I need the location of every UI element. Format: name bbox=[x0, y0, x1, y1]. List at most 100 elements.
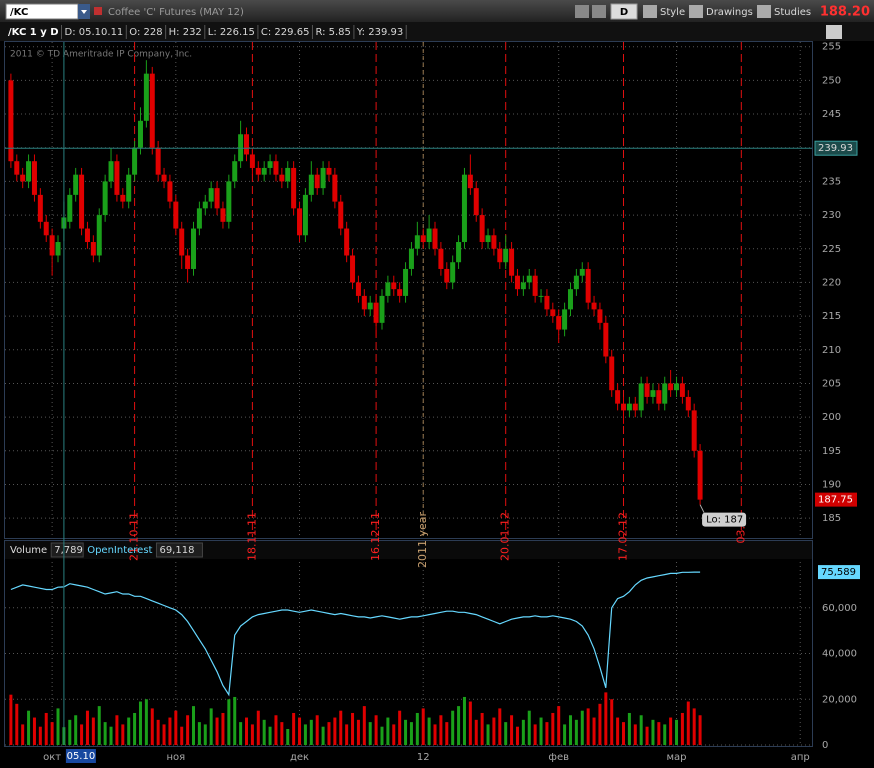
candle-body bbox=[526, 275, 532, 283]
aggregation-button[interactable] bbox=[610, 3, 638, 20]
candle-body bbox=[155, 147, 161, 175]
volume-bar bbox=[545, 722, 549, 745]
studies-button[interactable]: Studies bbox=[774, 7, 811, 18]
candle-body bbox=[567, 289, 573, 310]
y-tick-label: 195 bbox=[822, 446, 841, 457]
volume-bar bbox=[38, 726, 42, 745]
volume-bar bbox=[180, 726, 184, 745]
volume-bar bbox=[551, 712, 555, 745]
y-tick-label: 190 bbox=[822, 479, 841, 490]
candle-body bbox=[31, 161, 37, 195]
volume-bar bbox=[380, 726, 384, 745]
candle-body bbox=[403, 268, 409, 296]
volume-bar bbox=[68, 719, 72, 745]
info-field: R: 5.85 bbox=[315, 27, 350, 38]
candle-body bbox=[167, 181, 173, 202]
candle-body bbox=[679, 383, 685, 397]
info-field: L: 226.15 bbox=[208, 27, 255, 38]
y-tick-label: 225 bbox=[822, 244, 841, 255]
candle-body bbox=[497, 248, 503, 263]
candle-body bbox=[49, 235, 55, 256]
volume-bar bbox=[604, 692, 608, 745]
volume-bar bbox=[698, 715, 702, 745]
volume-bar bbox=[686, 701, 690, 745]
volume-bar bbox=[563, 724, 567, 745]
settings-icon[interactable] bbox=[826, 25, 842, 39]
candle-body bbox=[8, 80, 14, 162]
candle-body bbox=[420, 235, 426, 243]
info-field: Y: 239.93 bbox=[356, 27, 403, 38]
x-tick-label: мар bbox=[667, 752, 687, 763]
description: Coffee 'C' Futures (MAY 12) bbox=[108, 7, 244, 18]
y-tick-label: 205 bbox=[822, 378, 841, 389]
last-price-label: 187.75 bbox=[818, 495, 853, 506]
volume-bar bbox=[504, 722, 508, 745]
volume-bar bbox=[186, 715, 190, 745]
y2-tick-label: 40,000 bbox=[822, 649, 857, 660]
volume-bar bbox=[162, 724, 166, 745]
volume-bar bbox=[368, 722, 372, 745]
drawings-button[interactable]: Drawings bbox=[706, 7, 753, 18]
volume-bar bbox=[627, 712, 631, 745]
volume-panel-frame bbox=[4, 540, 813, 747]
volume-bar bbox=[168, 717, 172, 745]
candle-body bbox=[450, 262, 456, 283]
volume-bar bbox=[345, 724, 349, 745]
info-bar bbox=[0, 22, 874, 41]
volume-bar bbox=[91, 717, 95, 745]
candle-body bbox=[674, 383, 680, 391]
candle-body bbox=[562, 309, 568, 330]
candle-body bbox=[79, 174, 85, 229]
candle-body bbox=[332, 174, 338, 202]
y2-tick-label: 20,000 bbox=[822, 694, 857, 705]
volume-bar bbox=[680, 712, 684, 745]
volume-bar bbox=[474, 719, 478, 745]
y-tick-label: 250 bbox=[822, 75, 841, 86]
volume-bar bbox=[274, 715, 278, 745]
icon-button[interactable] bbox=[575, 5, 589, 18]
crosshair-label: 239.93 bbox=[818, 143, 853, 154]
candle-body bbox=[355, 282, 361, 296]
candle-body bbox=[84, 228, 90, 243]
volume-bar bbox=[339, 710, 343, 745]
candle-body bbox=[426, 228, 432, 243]
candle-body bbox=[444, 268, 450, 283]
candle-body bbox=[379, 295, 385, 323]
volume-bar bbox=[209, 708, 213, 745]
volume-bar bbox=[280, 722, 284, 745]
volume-bar bbox=[433, 724, 437, 745]
volume-bar bbox=[539, 717, 543, 745]
legend-name: Volume bbox=[10, 545, 47, 556]
last-price: 188.20 bbox=[820, 5, 870, 20]
aggregation[interactable]: D bbox=[620, 7, 628, 18]
volume-bar bbox=[415, 712, 419, 745]
icon-button[interactable] bbox=[592, 5, 606, 18]
candle-body bbox=[367, 302, 373, 310]
volume-bar bbox=[327, 722, 331, 745]
y-tick-label: 255 bbox=[822, 42, 841, 53]
legend-value: 69,118 bbox=[159, 545, 194, 556]
volume-bar bbox=[144, 699, 148, 745]
candle-body bbox=[190, 228, 196, 269]
volume-bar bbox=[386, 717, 390, 745]
y-tick-label: 200 bbox=[822, 412, 841, 423]
volume-bar bbox=[633, 724, 637, 745]
symbol[interactable]: /KC bbox=[10, 7, 28, 18]
candle-body bbox=[573, 275, 579, 290]
candle-body bbox=[196, 208, 202, 229]
volume-bar bbox=[574, 719, 578, 745]
volume-bar bbox=[333, 717, 337, 745]
crosshair-box bbox=[814, 140, 858, 156]
expiration-label: 21.10.11 bbox=[128, 512, 141, 561]
candle-body bbox=[267, 161, 273, 168]
x-tick-label: дек bbox=[290, 752, 309, 763]
expiration-label: 18.11.11 bbox=[245, 512, 258, 561]
year-label: 2011 year bbox=[416, 512, 429, 569]
candle-body bbox=[20, 174, 26, 182]
style-button[interactable]: Style bbox=[660, 7, 685, 18]
x-tick-label: ноя bbox=[166, 752, 185, 763]
y-tick-label: 245 bbox=[822, 109, 841, 120]
expiration-label: 17.02.12 bbox=[617, 512, 630, 561]
low-marker-label: Lo: 187 bbox=[706, 515, 743, 526]
